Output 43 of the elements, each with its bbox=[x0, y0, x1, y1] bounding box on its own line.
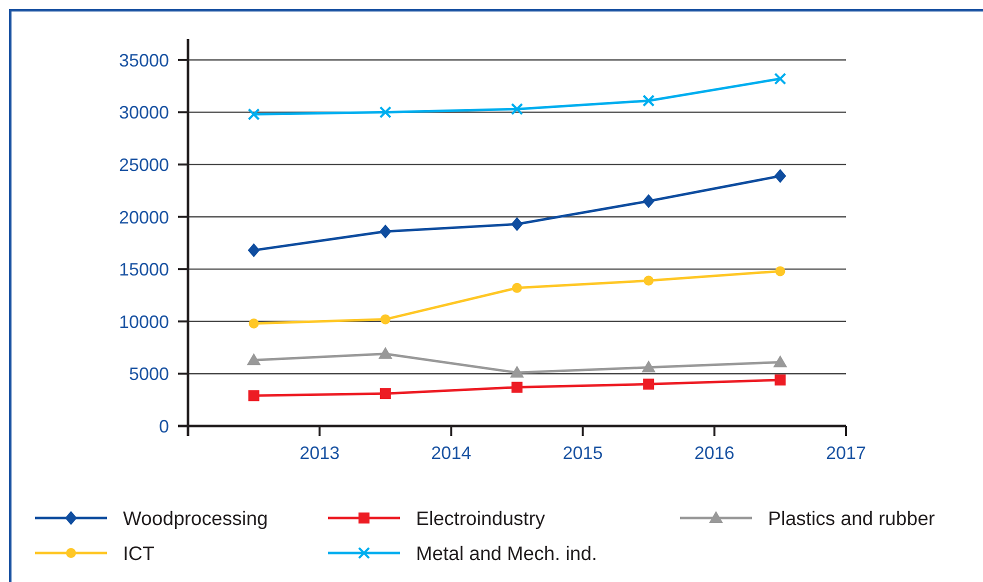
y-tick-label: 5000 bbox=[128, 364, 169, 384]
legend-label: Plastics and rubber bbox=[768, 508, 936, 530]
y-tick-label: 30000 bbox=[118, 102, 169, 123]
point bbox=[642, 194, 655, 208]
y-tick-label: 20000 bbox=[118, 207, 169, 228]
point bbox=[380, 388, 391, 400]
point bbox=[248, 243, 260, 258]
point bbox=[774, 374, 786, 386]
point bbox=[773, 355, 788, 368]
point bbox=[246, 353, 261, 366]
legend-label: Woodprocessing bbox=[123, 508, 268, 530]
x-tick-label: 2013 bbox=[300, 443, 340, 463]
x-tick-label: 2014 bbox=[431, 443, 472, 463]
point bbox=[642, 94, 655, 107]
x-tick-label: 2016 bbox=[694, 443, 734, 463]
y-tick-label: 10000 bbox=[118, 312, 169, 332]
legend-label: Electroindustry bbox=[416, 508, 546, 530]
y-tick-label: 0 bbox=[158, 416, 169, 436]
point bbox=[248, 108, 260, 120]
y-tick-label: 35000 bbox=[118, 50, 169, 70]
x-tick-label: 2015 bbox=[562, 443, 603, 463]
point bbox=[510, 366, 524, 378]
point bbox=[512, 282, 522, 293]
legend-label: ICT bbox=[123, 543, 154, 566]
point bbox=[248, 318, 259, 328]
y-tick-label: 15000 bbox=[118, 260, 169, 280]
point bbox=[380, 314, 390, 324]
point bbox=[644, 276, 654, 286]
y-tick-label: 25000 bbox=[118, 154, 169, 175]
point bbox=[510, 102, 524, 116]
point bbox=[774, 169, 786, 184]
point bbox=[643, 378, 654, 390]
point bbox=[642, 360, 656, 372]
point bbox=[379, 106, 392, 118]
point bbox=[511, 217, 523, 232]
x-tick-label: 2017 bbox=[826, 443, 866, 463]
point bbox=[378, 346, 392, 359]
point bbox=[774, 72, 786, 85]
legend-label: Metal and Mech. ind. bbox=[416, 543, 598, 566]
point bbox=[512, 382, 522, 393]
point bbox=[775, 266, 786, 276]
point bbox=[379, 224, 392, 238]
point bbox=[248, 390, 260, 402]
